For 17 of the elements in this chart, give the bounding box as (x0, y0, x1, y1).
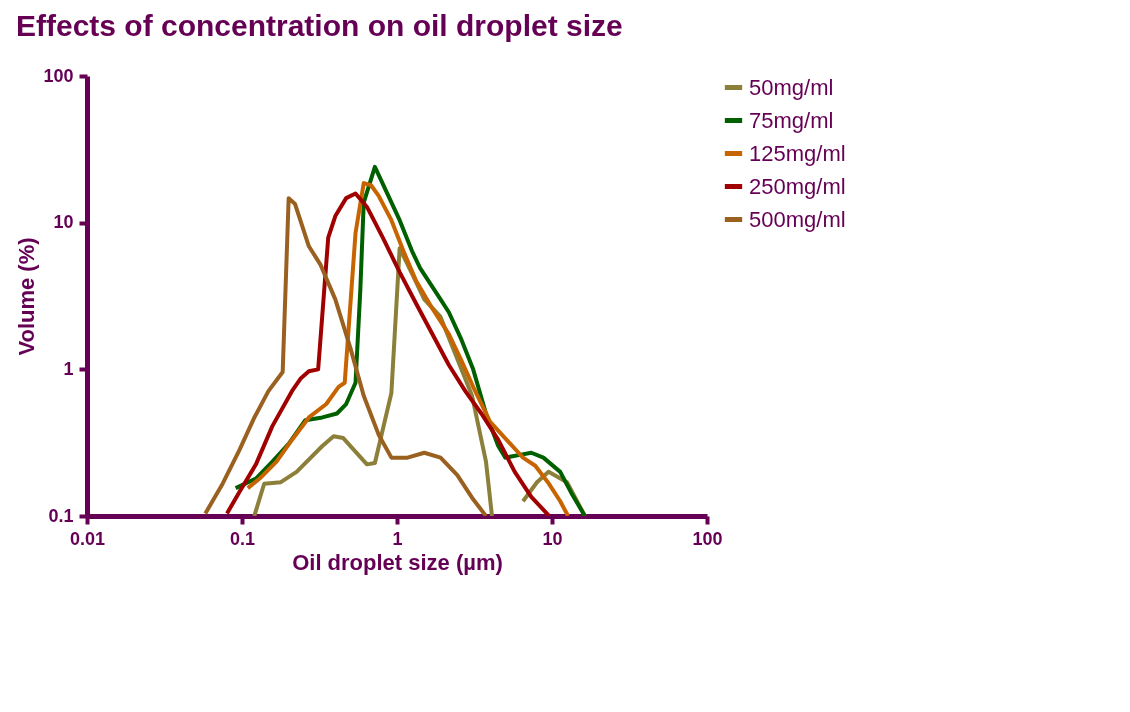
y-tick-label: 1 (63, 358, 74, 379)
legend-label: 50mg/ml (749, 74, 834, 100)
y-axis-title: Volume (%) (14, 237, 40, 356)
x-tick-label: 1 (392, 528, 403, 549)
y-tick-label: 10 (53, 212, 74, 233)
x-tick-label: 0.01 (69, 528, 106, 549)
x-tick-label: 10 (542, 528, 563, 549)
x-axis-title: Oil droplet size (µm) (292, 549, 503, 575)
x-tick-label: 100 (692, 528, 723, 549)
chart-title: Effects of concentration on oil droplet size (15, 9, 623, 42)
y-tick-label: 100 (43, 65, 74, 86)
legend-label: 250mg/ml (749, 173, 846, 199)
y-tick-label: 0.1 (48, 505, 74, 526)
legend-label: 125mg/ml (749, 140, 846, 166)
x-tick-label: 0.1 (229, 528, 256, 549)
legend-label: 500mg/ml (749, 206, 846, 232)
legend-label: 75mg/ml (749, 107, 834, 133)
